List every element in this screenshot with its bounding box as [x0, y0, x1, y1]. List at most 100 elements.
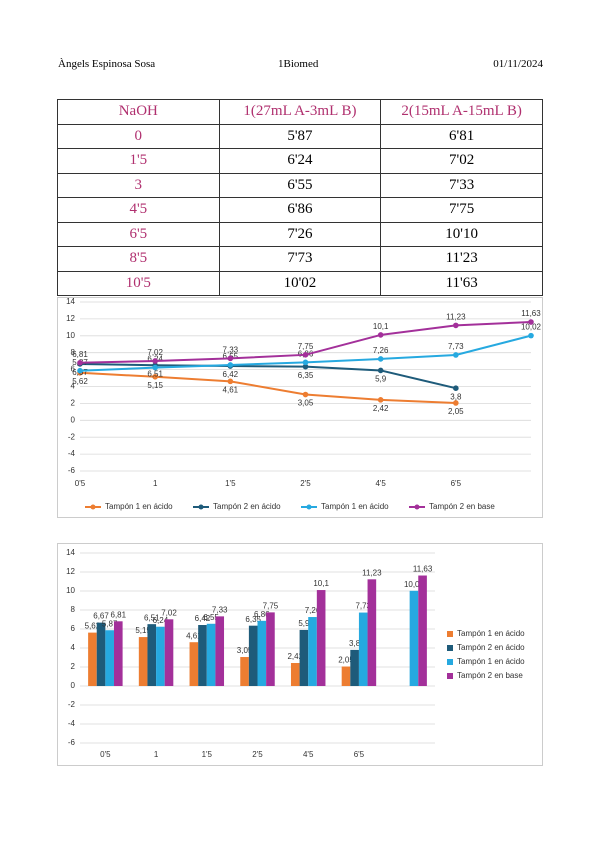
bar: [290, 663, 300, 686]
bar: [164, 619, 174, 686]
table-cell: 7'02: [380, 148, 543, 174]
point: [302, 352, 309, 358]
table-row: NaOH 1(27mL A-3mL B) 2(15mL A-15mL B): [57, 99, 543, 125]
data-label: 5,15: [147, 381, 163, 390]
x-tick-label: 2'5: [252, 750, 263, 759]
data-label: 2,42: [373, 404, 389, 413]
data-label: 3,05: [237, 646, 253, 655]
data-label: 6,81: [72, 350, 88, 359]
data-label: 5,15: [135, 626, 151, 635]
y-tick-label: -2: [68, 700, 76, 709]
data-label: 4,61: [186, 631, 202, 640]
data-label: 4,61: [223, 385, 239, 394]
data-label: 5,9: [298, 619, 310, 628]
data-label: 6,42: [223, 370, 239, 379]
table-cell: 7'73: [218, 246, 382, 272]
table-cell: 6'86: [218, 197, 382, 223]
bar: [299, 629, 309, 686]
point: [227, 355, 234, 362]
legend-label: Tampón 2 en base: [457, 671, 523, 680]
table-row: 6'5 7'26 10'10: [57, 221, 543, 247]
x-tick-label: 4'5: [303, 750, 314, 759]
y-tick-label: 8: [71, 348, 76, 357]
line-chart: -6 -4 -2 0 2 4 6 8 10 12 14 0'5 1 1'5 2'5 4'5 6'5 5,62 5,1…: [57, 297, 543, 518]
table-cell: 10'10: [380, 221, 543, 247]
point: [77, 367, 83, 374]
x-tick-label: 1'5: [225, 479, 236, 488]
y-tick-label: 0: [71, 415, 76, 424]
legend-label: Tampón 2 en ácido: [213, 502, 281, 511]
y-tick-label: 0: [71, 681, 76, 690]
bar: [105, 630, 114, 686]
x-tick-label: 1: [153, 479, 158, 488]
table-cell: 1(27mL A-3mL B): [218, 99, 382, 125]
data-label: 6,81: [111, 610, 127, 619]
point: [227, 362, 234, 368]
table-cell: 5'87: [218, 123, 382, 149]
point: [453, 385, 459, 391]
bar: [266, 612, 275, 686]
data-label: 6,42: [195, 614, 211, 623]
point: [377, 367, 384, 374]
table-row: 0 5'87 6'81: [57, 123, 543, 149]
legend-marker: [306, 504, 312, 510]
point: [152, 373, 158, 380]
legend-label: Tampón 1 en ácido: [457, 629, 525, 638]
bar: [206, 623, 216, 686]
bar: [316, 590, 326, 686]
data-label: 5,87: [102, 619, 118, 628]
point: [77, 359, 83, 366]
bar: [308, 617, 317, 686]
legend-marker: [414, 504, 420, 510]
bar: [418, 575, 427, 686]
bar: [257, 620, 267, 686]
data-label: 5,62: [85, 622, 101, 631]
table-cell: 11'23: [380, 246, 543, 272]
x-tick-label: 0'5: [75, 479, 86, 488]
point: [528, 319, 534, 325]
bar: [96, 622, 106, 686]
legend-label: Tampón 1 en ácido: [321, 502, 389, 511]
y-tick-label: -4: [68, 449, 76, 458]
bar: [215, 616, 225, 686]
course: 1Biomed: [278, 58, 319, 70]
bar: [350, 649, 359, 686]
table-cell: 7'33: [380, 172, 543, 198]
table-cell: 7'26: [218, 221, 382, 247]
data-label: 11,23: [362, 568, 382, 577]
y-tick-label: 4: [71, 643, 76, 652]
y-tick-label: -2: [68, 432, 76, 441]
point: [377, 332, 384, 338]
legend-label: Tampón 2 en base: [429, 502, 495, 511]
data-label: 3,05: [298, 399, 314, 408]
point: [302, 363, 309, 370]
table-row: 3 6'55 7'33: [57, 172, 543, 198]
table-cell: 6'81: [380, 123, 543, 149]
table-cell: 10'02: [218, 270, 382, 296]
data-label: 7,26: [305, 606, 321, 615]
data-label: 7,75: [263, 601, 279, 610]
bar: [198, 625, 207, 686]
y-tick-label: -6: [68, 466, 76, 475]
legend-marker: [447, 673, 453, 679]
data-label: 3,8: [450, 392, 462, 401]
series-line: [79, 371, 456, 404]
legend-marker: [198, 504, 204, 510]
bar: [189, 642, 199, 686]
data-label: 2,42: [287, 652, 303, 661]
table-cell: 6'55: [218, 172, 382, 198]
bar: [138, 637, 148, 686]
y-tick-label: 2: [71, 399, 76, 408]
point: [302, 359, 309, 366]
bar: [147, 624, 157, 686]
data-label: 6,55: [203, 613, 219, 622]
bar: [248, 625, 258, 686]
legend-label: Tampón 1 en ácido: [457, 657, 525, 666]
bar: [88, 632, 97, 686]
x-tick-label: 2'5: [300, 479, 311, 488]
legend-marker: [447, 631, 453, 637]
table-row: 4'5 6'86 7'75: [57, 197, 543, 223]
data-label: 7,75: [298, 342, 314, 351]
point: [453, 322, 459, 329]
data-label: 10,1: [373, 322, 389, 331]
